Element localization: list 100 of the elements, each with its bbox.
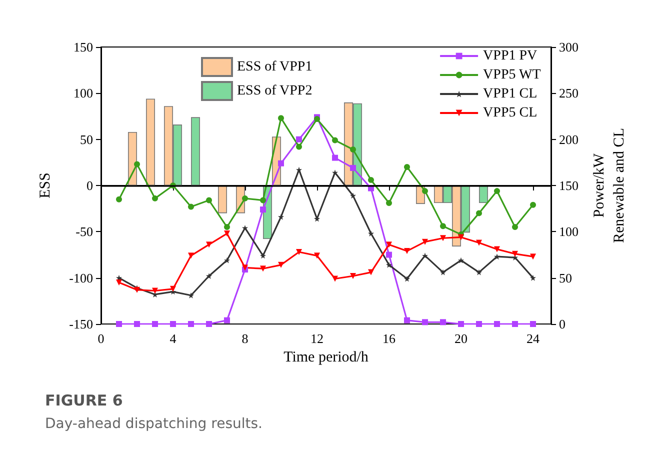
point [530, 202, 536, 208]
x-tick-label: 24 [526, 331, 540, 346]
y2-tick-label: 250 [559, 86, 578, 101]
x-tick-label: 8 [242, 331, 248, 346]
point [422, 238, 428, 245]
point [260, 197, 266, 204]
bar [191, 117, 200, 186]
point [440, 319, 446, 326]
x-tick-label: 0 [98, 331, 104, 346]
point [314, 216, 320, 222]
point [386, 242, 392, 248]
text: FIGURE 6 [45, 392, 123, 410]
y-tick-label: -150 [69, 316, 93, 332]
point [206, 321, 212, 327]
point [296, 248, 302, 255]
point [278, 262, 284, 268]
point [422, 188, 428, 194]
point [206, 272, 212, 279]
point [512, 250, 518, 257]
point [188, 204, 194, 210]
y2-tick-label: 100 [559, 224, 578, 240]
point [116, 279, 122, 286]
point [530, 254, 536, 260]
point [440, 235, 446, 242]
point [476, 321, 482, 327]
point [530, 274, 536, 281]
y-tick-label: 50 [80, 132, 93, 147]
point [296, 166, 302, 173]
point [332, 154, 338, 161]
point [170, 286, 176, 292]
point [440, 269, 446, 276]
point [224, 257, 230, 264]
legend-label: ESS of VPP2 [237, 84, 312, 98]
y-tick-label: 100 [74, 86, 93, 101]
point [332, 276, 338, 282]
point [458, 257, 464, 264]
y2-tick-label: 300 [559, 40, 578, 54]
point [368, 230, 374, 237]
point [386, 200, 392, 206]
bar [128, 132, 137, 186]
point [386, 262, 392, 268]
point [476, 269, 482, 276]
y-tick-label: 0 [86, 178, 93, 193]
point [422, 252, 428, 259]
y-tick-label: -50 [76, 224, 93, 240]
point [134, 321, 140, 327]
point [332, 170, 338, 176]
point [458, 234, 464, 240]
point [530, 321, 536, 327]
point [494, 188, 500, 194]
x-tick-label: 20 [454, 331, 468, 346]
point [314, 252, 320, 259]
point [350, 164, 356, 171]
point [404, 317, 410, 324]
point [350, 272, 356, 279]
point [224, 317, 230, 324]
y2-axis-title: Power/kW Renewable and CL [591, 128, 628, 243]
point [206, 242, 212, 248]
point [278, 160, 284, 166]
point [476, 240, 482, 246]
y2-tick-label: 150 [559, 178, 578, 193]
point [242, 224, 248, 231]
point [350, 146, 356, 152]
point [260, 266, 266, 272]
bar [218, 186, 227, 214]
legend-label: VPP1 CL [483, 86, 538, 102]
point [152, 195, 158, 202]
point [404, 248, 410, 254]
point [278, 115, 284, 122]
point [494, 321, 500, 327]
point [458, 321, 464, 327]
legend-label: VPP5 WT [483, 68, 542, 82]
point [494, 254, 500, 260]
point [440, 223, 446, 230]
y2-tick-label: 50 [559, 270, 572, 286]
point [368, 269, 374, 276]
y-axis-title: ESS [38, 172, 54, 198]
point [260, 206, 266, 213]
point [188, 252, 194, 259]
point [224, 224, 230, 230]
point [134, 161, 140, 168]
point [404, 164, 410, 170]
point [350, 192, 356, 199]
bar [146, 98, 155, 186]
point [170, 321, 176, 327]
point [476, 210, 482, 216]
text: Day-ahead dispatching results. [45, 416, 262, 432]
point [386, 252, 392, 258]
point [512, 224, 518, 230]
point [152, 321, 158, 327]
point [116, 196, 122, 202]
y2-tick-label: 200 [559, 132, 578, 147]
point [206, 197, 212, 204]
x-tick-label: 16 [382, 331, 396, 346]
point [260, 252, 266, 259]
point [116, 321, 122, 327]
point [404, 276, 410, 282]
point [368, 176, 374, 183]
point [296, 136, 302, 142]
x-tick-label: 4 [170, 331, 177, 346]
